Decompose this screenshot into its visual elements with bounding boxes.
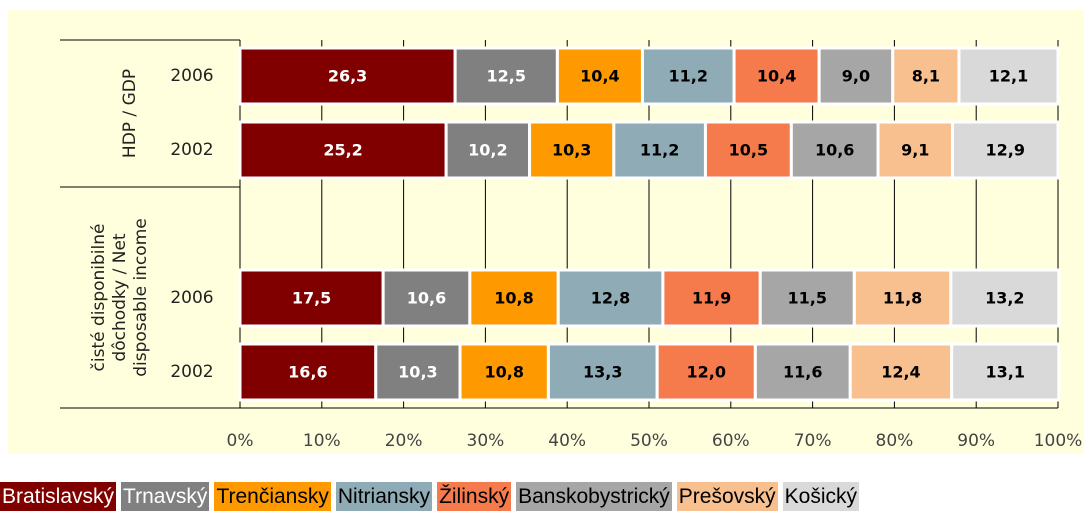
bar-segment bbox=[238, 120, 448, 180]
data-label: 12,8 bbox=[591, 289, 630, 308]
y-tick-label: 2006 bbox=[170, 66, 213, 86]
x-tick-label: 60% bbox=[712, 431, 750, 451]
group-label: čisté disponibilné bbox=[89, 224, 109, 372]
legend-entry: Banskobystrický bbox=[516, 482, 672, 511]
y-tick-label: 2002 bbox=[170, 362, 213, 382]
bar-segment bbox=[555, 46, 644, 106]
bar-segment bbox=[444, 120, 532, 180]
x-tick-label: 30% bbox=[467, 431, 505, 451]
data-label: 11,2 bbox=[669, 67, 708, 86]
bar-segment bbox=[950, 120, 1060, 180]
bar-segment bbox=[238, 46, 457, 106]
legend: Bratislavský Trnavský Trenčiansky Nitriansk… bbox=[0, 482, 860, 511]
data-label: 10,8 bbox=[484, 363, 523, 382]
data-label: 11,8 bbox=[883, 289, 922, 308]
bar-segment bbox=[950, 342, 1061, 402]
y-tick-label: 2002 bbox=[170, 140, 213, 160]
group-label: dôchodky / Net bbox=[110, 233, 130, 362]
bar-segment bbox=[753, 342, 852, 402]
data-label: 10,5 bbox=[729, 141, 768, 160]
legend-entry: Trnavský bbox=[121, 482, 210, 511]
bar-segment bbox=[661, 268, 762, 328]
data-label: 17,5 bbox=[292, 289, 331, 308]
data-label: 12,4 bbox=[881, 363, 920, 382]
data-label: 10,8 bbox=[494, 289, 533, 308]
data-label: 10,6 bbox=[407, 289, 446, 308]
data-label: 8,1 bbox=[912, 67, 940, 86]
bar-segment bbox=[732, 46, 821, 106]
legend-entry: Prešovský bbox=[676, 482, 778, 511]
x-tick-label: 70% bbox=[794, 431, 832, 451]
bar-segment bbox=[789, 120, 880, 180]
data-label: 13,3 bbox=[583, 363, 622, 382]
x-tick-label: 100% bbox=[1034, 431, 1083, 451]
bar-segment bbox=[453, 46, 559, 106]
group-label: disposable income bbox=[131, 218, 151, 376]
data-label: 12,1 bbox=[989, 67, 1028, 86]
data-label: 11,9 bbox=[692, 289, 731, 308]
bar-segment bbox=[528, 120, 616, 180]
data-label: 13,1 bbox=[985, 363, 1024, 382]
bar-segment bbox=[957, 46, 1060, 106]
x-tick-label: 40% bbox=[548, 431, 586, 451]
data-label: 12,5 bbox=[487, 67, 526, 86]
data-label: 10,6 bbox=[815, 141, 854, 160]
data-label: 9,1 bbox=[901, 141, 929, 160]
bar-segment bbox=[546, 342, 659, 402]
legend-entry: Košický bbox=[782, 482, 860, 511]
data-label: 16,6 bbox=[288, 363, 327, 382]
bar-segment bbox=[458, 342, 550, 402]
x-tick-label: 20% bbox=[385, 431, 423, 451]
data-label: 12,9 bbox=[985, 141, 1024, 160]
data-label: 25,2 bbox=[323, 141, 362, 160]
bar-segment bbox=[876, 120, 954, 180]
legend-entry: Nitriansky bbox=[335, 482, 433, 511]
data-label: 11,5 bbox=[788, 289, 827, 308]
legend-entry: Bratislavský bbox=[0, 482, 117, 511]
x-tick-label: 10% bbox=[303, 431, 341, 451]
legend-entry: Trenčiansky bbox=[214, 482, 331, 511]
bar-segment bbox=[374, 342, 462, 402]
data-label: 10,3 bbox=[552, 141, 591, 160]
legend-entry: Žilinský bbox=[437, 482, 512, 511]
bar-segment bbox=[852, 268, 953, 328]
bar-segment bbox=[556, 268, 665, 328]
x-tick-label: 0% bbox=[227, 431, 254, 451]
bar-segment bbox=[949, 268, 1061, 328]
bar-segment bbox=[891, 46, 961, 106]
data-label: 10,4 bbox=[580, 67, 619, 86]
bar-segment bbox=[238, 342, 378, 402]
group-label: HDP / GDP bbox=[120, 69, 140, 158]
data-label: 26,3 bbox=[328, 67, 367, 86]
x-tick-label: 90% bbox=[957, 431, 995, 451]
data-label: 13,2 bbox=[985, 289, 1024, 308]
data-label: 11,2 bbox=[640, 141, 679, 160]
chart: 0% 10% 20% 30% 40% 50% 60% 70% 80% 90% 100% HDP / G… bbox=[8, 10, 1084, 454]
bar-segment bbox=[817, 46, 895, 106]
x-tick-label: 50% bbox=[630, 431, 668, 451]
data-label: 12,0 bbox=[687, 363, 726, 382]
data-label: 10,4 bbox=[757, 67, 796, 86]
y-tick-label: 2006 bbox=[170, 288, 213, 308]
data-label: 10,3 bbox=[398, 363, 437, 382]
data-label: 11,6 bbox=[783, 363, 822, 382]
data-label: 10,2 bbox=[468, 141, 507, 160]
x-tick-label: 80% bbox=[876, 431, 914, 451]
data-label: 9,0 bbox=[842, 67, 870, 86]
